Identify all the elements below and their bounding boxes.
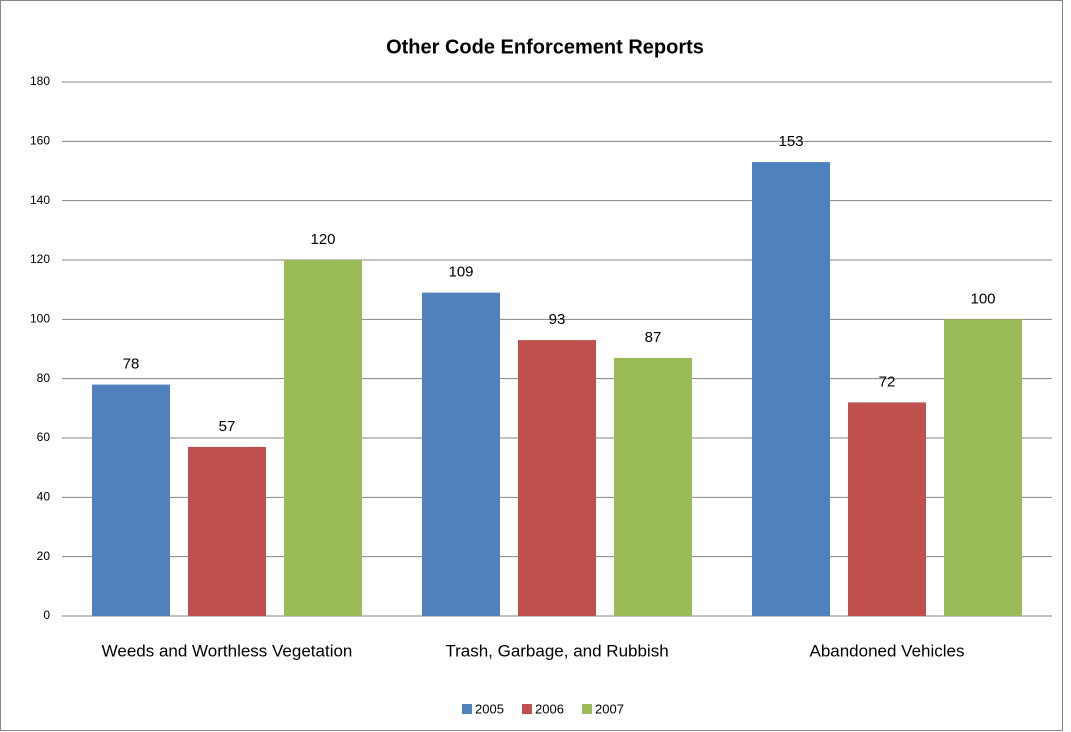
legend-label: 2007 <box>595 701 624 716</box>
y-tick-label: 60 <box>37 430 51 444</box>
chart-title: Other Code Enforcement Reports <box>386 36 704 58</box>
bar <box>752 162 830 616</box>
data-label: 57 <box>219 418 236 435</box>
y-tick-label: 120 <box>30 252 50 266</box>
data-label: 93 <box>549 311 566 328</box>
y-tick-label: 40 <box>37 490 51 504</box>
bar <box>518 340 596 616</box>
data-label: 72 <box>879 373 896 390</box>
y-tick-label: 0 <box>43 608 50 622</box>
legend-label: 2005 <box>475 701 504 716</box>
data-label: 109 <box>448 264 473 281</box>
data-label: 153 <box>778 133 803 150</box>
legend-swatch <box>522 704 532 714</box>
legend-swatch <box>582 704 592 714</box>
legend-swatch <box>462 704 472 714</box>
data-label: 120 <box>310 231 335 248</box>
bar <box>848 402 926 616</box>
y-tick-label: 80 <box>37 371 51 385</box>
data-label: 87 <box>645 329 662 346</box>
bar <box>284 260 362 616</box>
bar <box>188 446 266 616</box>
y-tick-label: 160 <box>30 134 50 148</box>
y-tick-label: 20 <box>37 549 51 563</box>
bar <box>944 319 1022 616</box>
legend-label: 2006 <box>535 701 564 716</box>
data-label: 100 <box>970 290 995 307</box>
y-tick-label: 100 <box>30 312 50 326</box>
x-tick-label: Abandoned Vehicles <box>809 641 964 660</box>
x-tick-label: Trash, Garbage, and Rubbish <box>445 641 668 660</box>
y-tick-label: 140 <box>30 193 50 207</box>
bar <box>92 384 170 616</box>
x-tick-label: Weeds and Worthless Vegetation <box>102 641 353 660</box>
data-label: 78 <box>123 356 140 373</box>
bar <box>614 357 692 616</box>
bar <box>422 292 500 616</box>
y-tick-label: 180 <box>30 74 50 88</box>
